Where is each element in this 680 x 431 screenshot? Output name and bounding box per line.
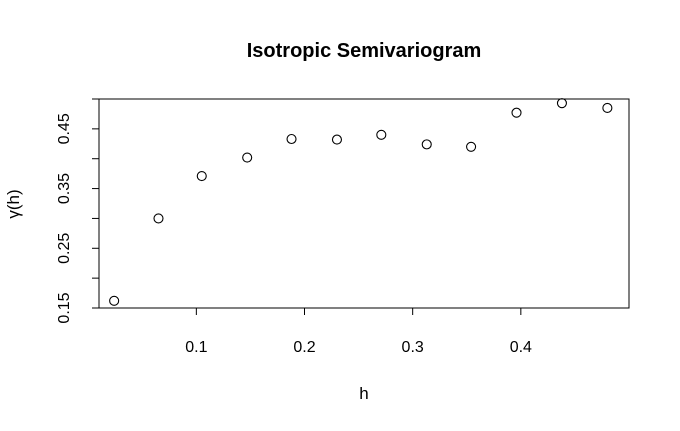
x-tick-label: 0.4 (510, 339, 532, 356)
y-axis: 0.15 0.25 0.35 0.45 (56, 98, 100, 324)
data-point (109, 295, 120, 306)
y-tick-label: 0.15 (56, 292, 73, 323)
data-point (286, 133, 297, 145)
data-point (602, 102, 613, 114)
data-point (242, 152, 253, 163)
data-points (109, 98, 613, 306)
x-axis: 0.1 0.2 0.3 0.4 (185, 307, 532, 356)
data-point (331, 134, 343, 145)
x-tick-label: 0.1 (185, 339, 207, 356)
data-point (376, 129, 387, 140)
plot-frame (98, 98, 630, 309)
x-tick-label: 0.2 (293, 339, 315, 356)
y-axis-label: γ(h) (4, 189, 23, 218)
data-point (196, 170, 207, 182)
y-tick-label: 0.25 (56, 233, 73, 264)
data-point (153, 213, 164, 224)
data-point (466, 141, 477, 152)
data-point (421, 139, 432, 150)
x-tick-label: 0.3 (402, 339, 424, 356)
data-point (511, 107, 522, 118)
y-tick-label: 0.35 (56, 173, 73, 204)
chart-title: Isotropic Semivariogram (247, 40, 482, 62)
x-axis-label: h (359, 384, 368, 403)
y-tick-label: 0.45 (56, 113, 73, 144)
data-point (556, 98, 567, 109)
